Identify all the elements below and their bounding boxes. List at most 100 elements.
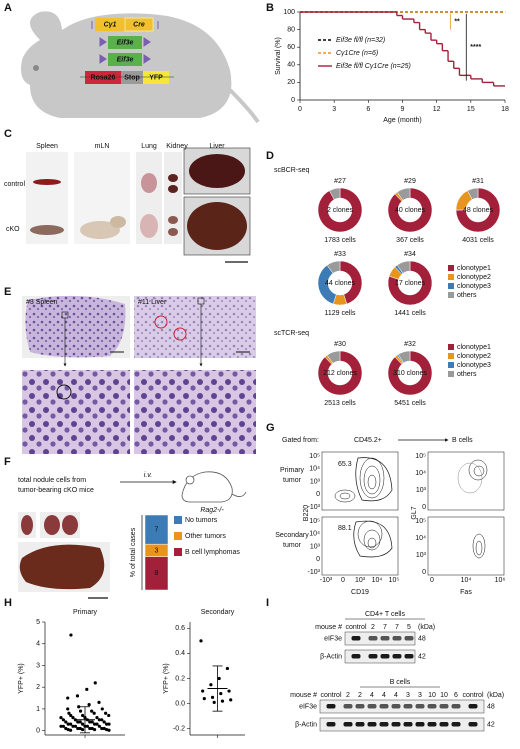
data-point (88, 720, 92, 724)
legend-label: Eif3e fl/fl (n=32) (336, 37, 385, 44)
blot-band (380, 654, 390, 659)
data-point (90, 720, 94, 724)
tick-label: 10⁶ (495, 577, 506, 584)
blot-band (439, 704, 449, 709)
x-tick-label: 9 (401, 106, 405, 113)
tick-label: 0 (430, 577, 434, 584)
protein-label: eIF3e (299, 703, 317, 710)
lane-label: 2 (358, 692, 362, 699)
blot-band (451, 722, 461, 727)
row-label: control (4, 181, 25, 188)
data-point (97, 718, 101, 722)
legend-swatch (448, 344, 454, 350)
lane-label: 4 (370, 692, 374, 699)
data-point (69, 722, 73, 726)
data-point (85, 724, 89, 728)
tick-label: 10³ (416, 487, 427, 494)
data-point (97, 724, 101, 728)
donut-slice (326, 350, 341, 364)
data-point (78, 726, 82, 731)
data-point (93, 727, 97, 732)
lane-label: 3 (418, 692, 422, 699)
gate-percentage: 65.3 (338, 461, 352, 468)
data-point (71, 724, 75, 728)
panel-letter: C (4, 128, 12, 140)
data-point (100, 707, 104, 711)
axis-label: CD19 (351, 589, 369, 596)
data-point (71, 716, 75, 720)
blot-band (355, 704, 365, 709)
lane-header: mouse # (315, 624, 342, 631)
tick-label: 0 (316, 491, 320, 498)
significance-label: ** (454, 19, 460, 26)
donut-slice (467, 187, 479, 200)
data-point (97, 700, 101, 705)
data-point (69, 713, 73, 718)
gate-label: Gated from: (282, 437, 319, 444)
donut-title: #29 (404, 178, 416, 185)
data-point (210, 695, 215, 699)
panel-letter: I (266, 597, 269, 609)
blot-membrane (344, 631, 416, 646)
y-tick-label: 4 (36, 641, 40, 648)
donut-title: #27 (334, 178, 346, 185)
organ-label: Lung (141, 143, 157, 150)
data-point (76, 720, 80, 724)
blot-band (326, 704, 336, 709)
legend-swatch (448, 353, 454, 359)
legend-label: Other tumors (185, 533, 226, 540)
data-point (199, 639, 203, 643)
legend-swatch (448, 362, 454, 368)
organ-label: mLN (95, 143, 110, 150)
data-label: 8 (155, 570, 159, 577)
size-label: 42 (418, 653, 426, 660)
blot-band (368, 654, 378, 659)
lane-label: 2 (371, 624, 375, 631)
flow-plots (321, 438, 505, 576)
tick-label: 0 (341, 577, 345, 584)
size-label: 48 (418, 635, 426, 642)
tick-label: 10³ (310, 543, 321, 550)
y-tick-label: 20 (287, 79, 295, 86)
data-point (100, 726, 104, 731)
donut-slice (455, 187, 501, 233)
data-point (66, 707, 70, 711)
blot-band (468, 722, 478, 727)
tick-label: 10⁴ (461, 577, 472, 584)
donut-caption: 1783 cells (324, 237, 356, 244)
donut-slice (396, 260, 411, 274)
tick-label: 0 (422, 504, 426, 511)
data-point (225, 666, 229, 671)
row-label: Primary (280, 467, 305, 474)
lane-label: 5 (407, 624, 411, 631)
blot-title: B cells (390, 679, 411, 686)
histology-images (22, 295, 256, 454)
data-point (227, 689, 231, 693)
data-point (100, 718, 104, 722)
gate-percentage: 88.1 (338, 525, 352, 532)
blot-band (355, 722, 365, 727)
data-point (88, 726, 92, 731)
donut-slice (387, 350, 433, 396)
blot-band (379, 704, 389, 709)
data-point (202, 696, 206, 701)
route-label: i.v. (144, 472, 152, 479)
data-point (90, 726, 94, 731)
construct-label: Rosa26 (91, 74, 116, 81)
y-tick-label: 1 (36, 706, 40, 713)
blot-band (368, 636, 378, 641)
data-point (66, 722, 70, 726)
lane-label: 4 (394, 692, 398, 699)
blot-band (415, 722, 425, 727)
blot-band (343, 722, 353, 727)
tick-label: 10⁴ (309, 531, 320, 538)
transfer-schematic (18, 471, 247, 599)
tick-label: 10⁴ (309, 466, 320, 473)
legend-label: Cγ1Cre (n=6) (336, 50, 378, 57)
donut-slice (329, 187, 341, 200)
protein-label: eIF3e (324, 635, 342, 642)
data-point (219, 691, 223, 696)
tick-label: 10³ (416, 552, 427, 559)
donut-slice (397, 350, 411, 364)
